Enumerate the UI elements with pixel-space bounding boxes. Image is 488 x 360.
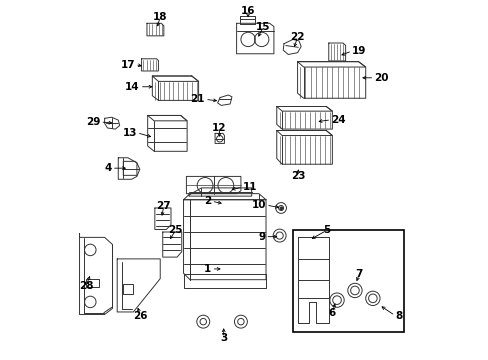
Text: 4: 4 [104,163,112,173]
Text: 26: 26 [133,311,147,321]
Text: 23: 23 [290,171,305,181]
Text: 17: 17 [120,59,135,69]
Text: 10: 10 [251,200,265,210]
Text: 6: 6 [328,308,335,318]
Text: 2: 2 [204,196,211,206]
Text: 27: 27 [156,201,171,211]
Text: 28: 28 [79,281,93,291]
Text: 14: 14 [125,82,140,92]
Bar [292,230,403,332]
Text: 13: 13 [122,128,137,138]
Text: 15: 15 [256,22,270,32]
Text: 11: 11 [243,182,257,192]
Text: 3: 3 [220,333,227,343]
Text: 25: 25 [168,225,183,235]
Bar [122,284,133,294]
Text: 9: 9 [258,232,265,242]
Text: 24: 24 [330,115,345,125]
Text: 1: 1 [204,264,211,274]
Text: 18: 18 [153,12,167,22]
Text: 8: 8 [394,311,402,320]
Text: 21: 21 [190,94,204,104]
Text: 5: 5 [323,225,330,235]
Text: 16: 16 [241,6,255,16]
Bar [86,279,99,287]
Text: 12: 12 [212,123,226,133]
Text: 7: 7 [355,269,362,279]
Text: 20: 20 [373,73,388,83]
Text: 19: 19 [351,46,366,56]
Text: 22: 22 [290,32,304,42]
Text: 29: 29 [86,117,100,127]
